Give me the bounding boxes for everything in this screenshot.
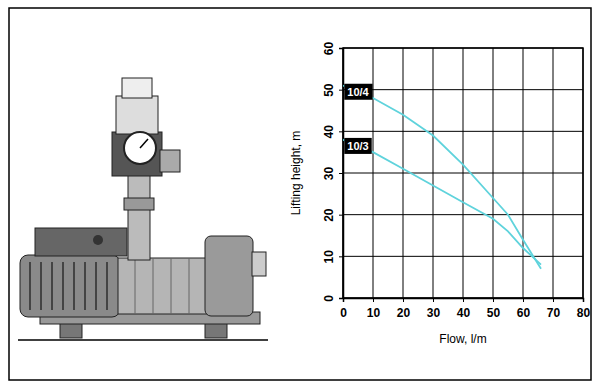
y-tick: 40 bbox=[322, 125, 343, 139]
x-tick-label: 70 bbox=[547, 306, 561, 320]
grid-line-y bbox=[343, 214, 583, 215]
x-tick: 50 bbox=[487, 298, 501, 320]
x-axis-title: Flow, l/m bbox=[439, 332, 486, 346]
x-tick: 0 bbox=[340, 298, 347, 320]
pump-stage bbox=[135, 258, 136, 314]
pipe-nut bbox=[124, 198, 154, 210]
inlet bbox=[252, 252, 266, 276]
series-label: 10/4 bbox=[344, 84, 372, 100]
pump-head bbox=[205, 236, 253, 316]
x-tick-label: 60 bbox=[517, 306, 531, 320]
pressure-switch-cap bbox=[116, 96, 158, 134]
x-tick: 60 bbox=[517, 298, 531, 320]
grid-line-y bbox=[343, 173, 583, 174]
pump-illustration bbox=[18, 78, 268, 340]
plot-frame bbox=[343, 48, 583, 298]
x-tick-label: 10 bbox=[367, 306, 381, 320]
y-tick-label: 40 bbox=[322, 125, 336, 139]
motor-fin bbox=[51, 262, 53, 310]
y-tick-label: 0 bbox=[322, 295, 336, 302]
y-tick-label: 10 bbox=[322, 250, 336, 264]
pump-stage bbox=[189, 258, 190, 314]
series-labels: 10/4 10/3 bbox=[344, 84, 372, 154]
x-tick-label: 30 bbox=[427, 306, 441, 320]
motor-fin bbox=[62, 262, 64, 310]
terminal-box bbox=[35, 228, 127, 256]
grid-line-y bbox=[343, 256, 583, 257]
grid-line-y bbox=[343, 89, 583, 90]
motor bbox=[20, 255, 120, 317]
gauge-needle bbox=[140, 139, 148, 148]
x-tick: 20 bbox=[397, 298, 411, 320]
series-label: 10/3 bbox=[344, 138, 371, 154]
x-tick-label: 80 bbox=[577, 306, 591, 320]
y-tick: 50 bbox=[322, 83, 343, 97]
x-tick-label: 50 bbox=[487, 306, 501, 320]
y-axis: 0 10 20 30 40 50 60 bbox=[322, 42, 344, 302]
series-label-box bbox=[344, 138, 371, 154]
outlet bbox=[160, 150, 180, 172]
x-axis-line bbox=[344, 299, 584, 303]
riser-pipe bbox=[128, 170, 150, 260]
frame bbox=[9, 8, 591, 380]
y-tick-label: 20 bbox=[322, 208, 336, 222]
cable-gland bbox=[93, 235, 103, 245]
y-axis-title: Lifting height, m bbox=[289, 131, 303, 216]
x-tick: 80 bbox=[577, 298, 591, 320]
x-tick-label: 20 bbox=[397, 306, 411, 320]
motor-fin bbox=[73, 262, 75, 310]
series-line bbox=[343, 86, 541, 269]
pump-stage bbox=[153, 258, 154, 314]
pressure-switch-body bbox=[112, 132, 162, 176]
x-tick: 30 bbox=[427, 298, 441, 320]
series-lines bbox=[343, 86, 541, 269]
y-tick-label: 60 bbox=[322, 42, 336, 56]
x-tick: 40 bbox=[457, 298, 471, 320]
x-axis: 0 10 20 30 40 50 60 70 80 bbox=[340, 298, 590, 320]
y-tick: 10 bbox=[322, 250, 343, 264]
x-tick-label: 0 bbox=[340, 306, 347, 320]
motor-fin bbox=[84, 262, 86, 310]
y-tick: 30 bbox=[322, 167, 343, 181]
series-label-text: 10/3 bbox=[347, 140, 368, 152]
y-tick-label: 50 bbox=[322, 83, 336, 97]
series-label-box bbox=[344, 84, 372, 100]
grid-line-y bbox=[343, 131, 583, 132]
cap-top bbox=[122, 78, 152, 98]
x-tick: 10 bbox=[367, 298, 381, 320]
motor-fin bbox=[29, 262, 31, 310]
y-tick-label: 30 bbox=[322, 167, 336, 181]
pump-stage bbox=[171, 258, 172, 314]
series-label-text: 10/4 bbox=[347, 86, 369, 98]
grid bbox=[343, 48, 583, 298]
ground-line bbox=[18, 339, 268, 341]
pump-body bbox=[118, 258, 213, 314]
y-tick: 20 bbox=[322, 208, 343, 222]
motor-fin bbox=[40, 262, 42, 310]
gauge bbox=[124, 132, 156, 164]
motor-fin bbox=[95, 262, 97, 310]
motor-fin bbox=[106, 262, 108, 310]
y-tick: 0 bbox=[322, 295, 343, 302]
x-tick-label: 40 bbox=[457, 306, 471, 320]
y-tick: 60 bbox=[322, 42, 343, 56]
series-line bbox=[343, 140, 541, 265]
x-tick: 70 bbox=[547, 298, 561, 320]
